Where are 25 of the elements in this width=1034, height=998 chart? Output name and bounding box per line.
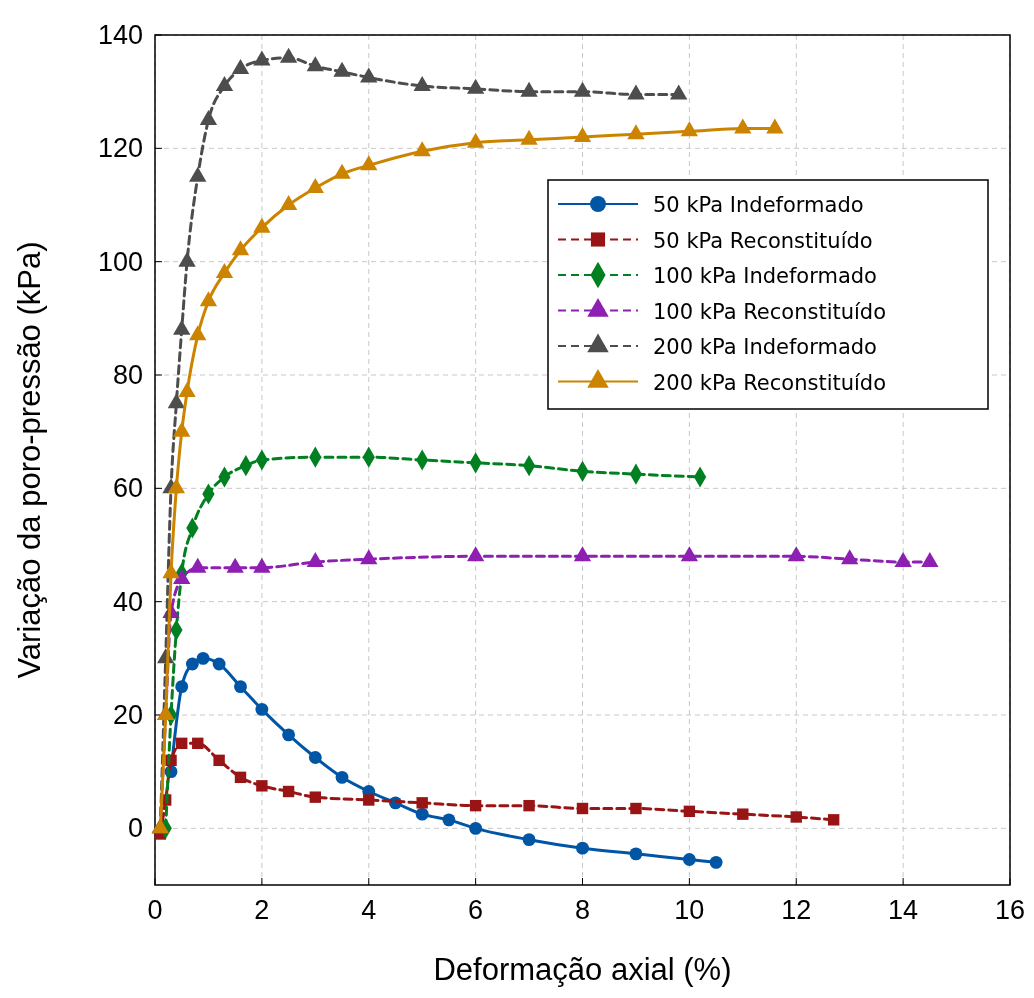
x-tick-label: 16: [994, 895, 1026, 925]
x-tick-label: 14: [888, 895, 919, 925]
legend-label: 100 kPa Indeformado: [653, 264, 877, 288]
x-tick-label: 6: [468, 895, 484, 925]
y-tick-label: 40: [112, 586, 143, 617]
legend-label: 200 kPa Indeformado: [653, 335, 877, 359]
x-tick-label: 10: [674, 895, 705, 925]
y-tick-label: 80: [112, 360, 143, 390]
x-tick-label: 4: [361, 895, 377, 925]
legend-label: 200 kPa Reconstituído: [653, 370, 887, 395]
x-tick-label: 0: [147, 895, 163, 925]
y-tick-label: 140: [97, 20, 143, 50]
y-tick-label: 100: [97, 246, 143, 277]
x-tick-label: 2: [254, 895, 270, 925]
y-tick-label: 0: [127, 813, 143, 844]
legend-label: 50 kPa Reconstituído: [653, 228, 873, 253]
x-tick-label: 12: [781, 895, 812, 925]
y-axis-title: Variação da poro-pressão (kPa): [12, 241, 47, 679]
y-tick-label: 60: [112, 473, 143, 504]
legend-label: 100 kPa Reconstituído: [653, 299, 887, 324]
y-tick-label: 20: [112, 700, 143, 730]
y-tick-label: 120: [97, 133, 143, 164]
x-tick-label: 8: [574, 895, 591, 925]
legend-label: 50 kPa Indeformado: [653, 193, 864, 217]
x-axis-title: Deformação axial (%): [433, 952, 732, 987]
